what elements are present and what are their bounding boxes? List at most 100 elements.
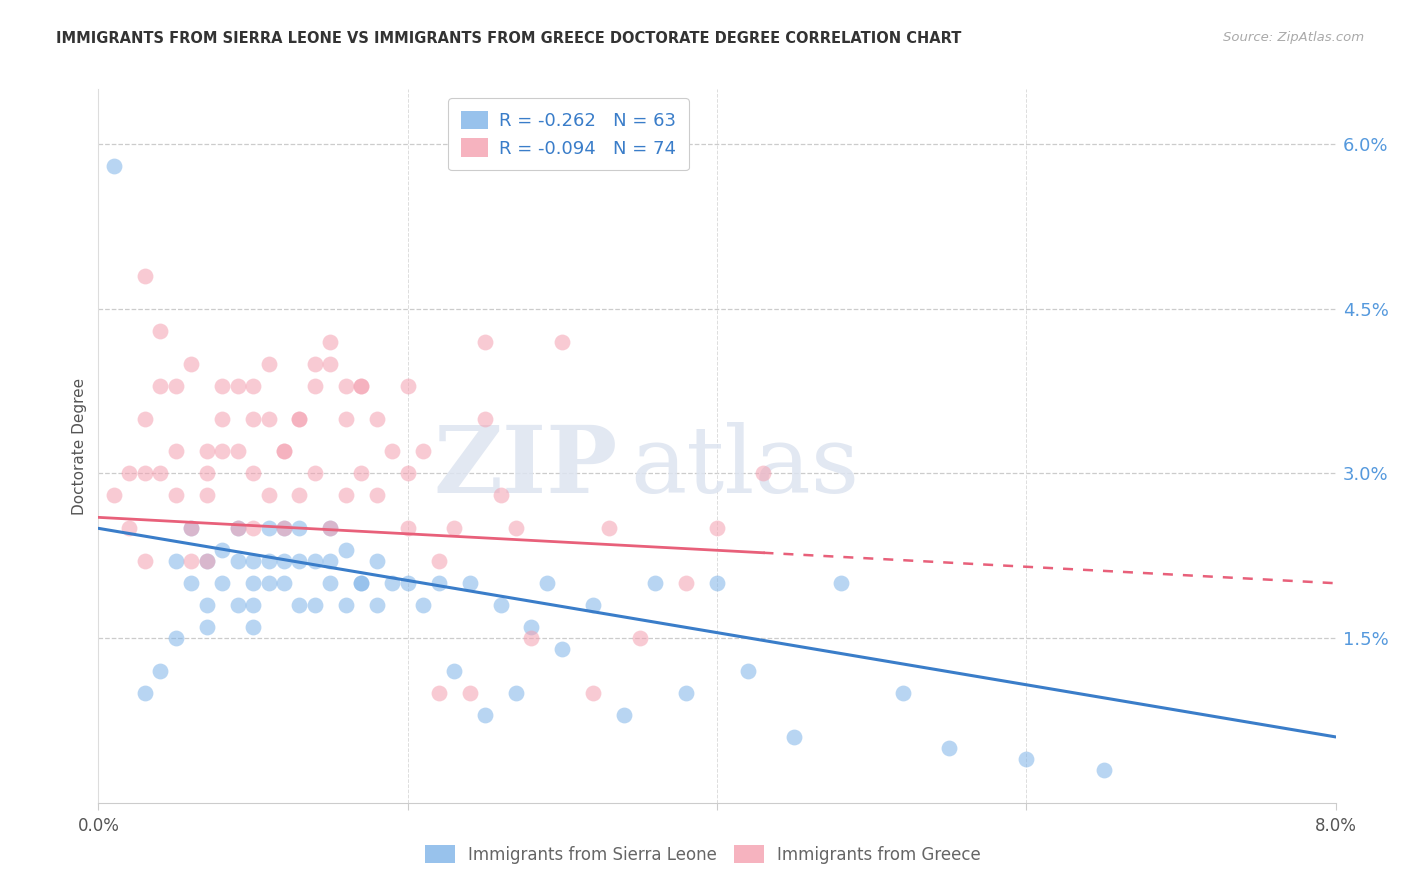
Point [458,576,481,591]
Point [350,378,373,392]
Point [675,686,697,700]
Point [304,378,326,392]
Point [350,378,373,392]
Point [180,554,202,568]
Point [474,411,496,425]
Point [288,488,311,502]
Point [443,521,465,535]
Point [103,159,125,173]
Point [226,554,249,568]
Point [288,521,311,535]
Point [489,488,512,502]
Point [427,576,450,591]
Point [335,543,357,558]
Point [257,521,280,535]
Point [644,576,666,591]
Point [427,554,450,568]
Point [211,378,233,392]
Point [396,467,419,481]
Point [830,576,852,591]
Point [706,576,728,591]
Point [551,334,574,349]
Point [134,686,156,700]
Point [505,686,527,700]
Text: Source: ZipAtlas.com: Source: ZipAtlas.com [1223,31,1364,45]
Point [226,378,249,392]
Point [304,554,326,568]
Point [226,444,249,458]
Point [195,598,218,612]
Point [149,664,172,678]
Point [335,411,357,425]
Point [706,521,728,535]
Point [257,411,280,425]
Point [520,631,543,645]
Point [396,521,419,535]
Point [366,411,388,425]
Point [752,467,775,481]
Text: ZIP: ZIP [434,423,619,512]
Point [149,467,172,481]
Point [273,521,295,535]
Point [366,488,388,502]
Point [134,467,156,481]
Point [381,444,404,458]
Point [118,521,141,535]
Point [319,357,342,371]
Point [211,543,233,558]
Point [165,631,187,645]
Point [273,576,295,591]
Point [319,576,342,591]
Point [319,554,342,568]
Point [211,444,233,458]
Point [474,708,496,723]
Point [257,357,280,371]
Point [319,521,342,535]
Point [195,554,218,568]
Point [675,576,697,591]
Point [165,488,187,502]
Point [273,444,295,458]
Point [582,598,605,612]
Point [134,268,156,283]
Point [180,576,202,591]
Point [938,740,960,755]
Point [226,521,249,535]
Point [520,620,543,634]
Point [257,576,280,591]
Point [195,444,218,458]
Point [195,554,218,568]
Point [319,334,342,349]
Point [304,357,326,371]
Point [195,488,218,502]
Point [211,411,233,425]
Point [335,598,357,612]
Point [366,598,388,612]
Point [613,708,636,723]
Point [412,598,434,612]
Legend: Immigrants from Sierra Leone, Immigrants from Greece: Immigrants from Sierra Leone, Immigrants… [419,838,987,871]
Point [737,664,759,678]
Point [134,411,156,425]
Point [319,521,342,535]
Point [350,576,373,591]
Point [242,467,264,481]
Point [180,357,202,371]
Point [536,576,558,591]
Point [242,620,264,634]
Text: IMMIGRANTS FROM SIERRA LEONE VS IMMIGRANTS FROM GREECE DOCTORATE DEGREE CORRELAT: IMMIGRANTS FROM SIERRA LEONE VS IMMIGRAN… [56,31,962,46]
Point [350,576,373,591]
Point [273,554,295,568]
Point [582,686,605,700]
Point [165,444,187,458]
Point [350,467,373,481]
Point [1015,752,1038,766]
Point [474,334,496,349]
Point [304,598,326,612]
Point [288,411,311,425]
Point [598,521,620,535]
Point [304,467,326,481]
Point [195,467,218,481]
Point [489,598,512,612]
Point [288,411,311,425]
